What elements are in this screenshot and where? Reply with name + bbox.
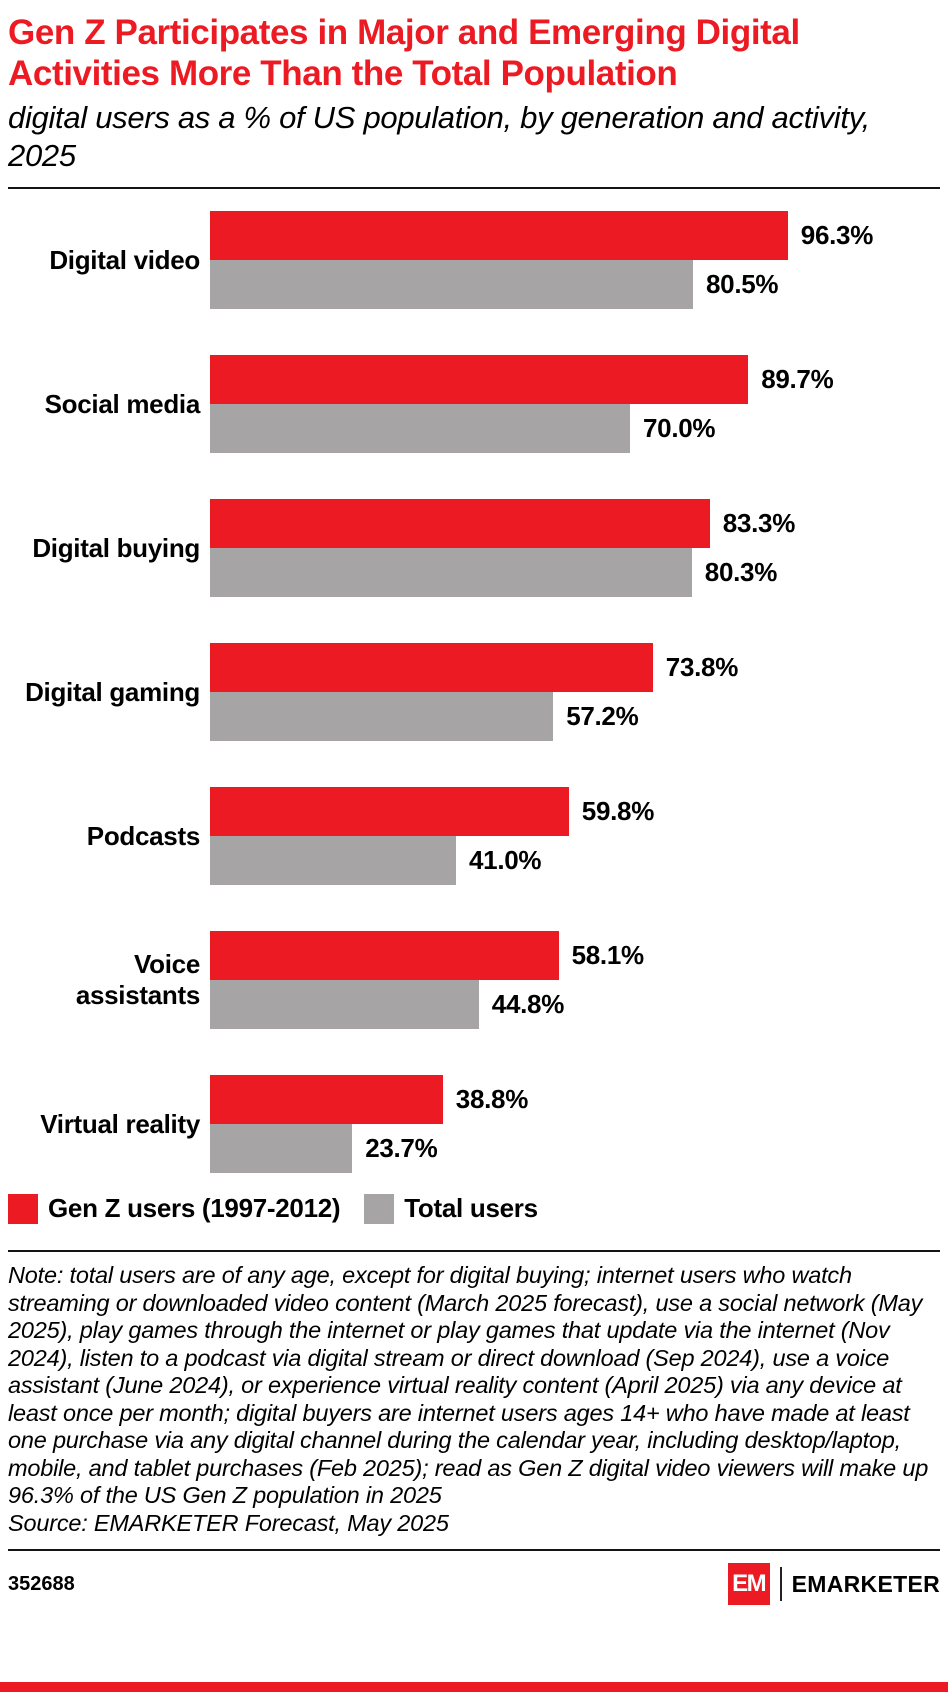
bar-genz [210,787,569,837]
bar-pair: 89.7% 70.0% [210,355,940,454]
bar-genz [210,643,653,693]
bar-line: 80.3% [210,548,940,598]
bar-chart: Digital video 96.3% 80.5% Social media 89.7%… [8,211,940,1174]
legend-label-total: Total users [404,1193,538,1224]
value-label: 89.7% [761,364,834,395]
value-label: 83.3% [722,508,796,539]
bar-total [210,692,554,742]
bar-line: 80.5% [210,260,940,310]
bar-group: Podcasts 59.8% 41.0% [8,787,940,886]
bar-total [210,548,692,598]
bar-line: 44.8% [210,980,940,1030]
chart-header: Gen Z Participates in Major and Emerging… [8,12,940,175]
bar-genz [210,499,710,549]
value-label: 58.1% [571,940,645,971]
divider-note [8,1250,940,1253]
legend-swatch-total [364,1193,395,1224]
bar-pair: 73.8% 57.2% [210,643,940,742]
category-label: Digital video [49,244,200,275]
bar-genz [210,355,749,405]
bar-line: 83.3% [210,499,940,549]
footnote: Note: total users are of any age, except… [8,1262,929,1509]
bar-genz [210,211,788,261]
bar-total [210,404,630,454]
bar-total [210,836,456,886]
bar-line: 96.3% [210,211,940,261]
category-label: Social media [44,388,201,419]
legend: Gen Z users (1997-2012) Total users [8,1193,940,1224]
bar-line: 23.7% [210,1124,940,1174]
bar-genz [210,1075,443,1125]
bottom-red-bar [0,1682,948,1692]
bar-line: 59.8% [210,787,940,837]
value-label: 96.3% [800,220,874,251]
value-label: 23.7% [365,1133,438,1164]
category-label: Virtual reality [40,1108,200,1139]
emarketer-logo-text: EMARKETER [791,1570,940,1597]
chart-id: 352688 [8,1572,75,1595]
bar-group: Voice assistants 58.1% 44.8% [8,931,940,1030]
bar-group: Digital buying 83.3% 80.3% [8,499,940,598]
value-label: 73.8% [665,652,739,683]
category-label: Voice assistants [75,949,200,1011]
bar-group: Social media 89.7% 70.0% [8,355,940,454]
emarketer-logo: EM EMARKETER [727,1563,940,1606]
value-label: 41.0% [469,845,542,876]
chart-page: Gen Z Participates in Major and Emerging… [8,12,940,1606]
bar-total [210,1124,353,1174]
bar-group: Digital video 96.3% 80.5% [8,211,940,310]
category-label: Podcasts [86,820,201,851]
bar-line: 89.7% [210,355,940,405]
bar-line: 57.2% [210,692,940,742]
chart-subtitle: digital users as a % of US population, b… [8,99,870,174]
bar-total [210,260,693,310]
bar-line: 73.8% [210,643,940,693]
bar-total [210,980,479,1030]
bar-group: Digital gaming 73.8% 57.2% [8,643,940,742]
bar-line: 58.1% [210,931,940,981]
bar-pair: 83.3% 80.3% [210,499,940,598]
bar-pair: 96.3% 80.5% [210,211,940,310]
legend-label-genz: Gen Z users (1997-2012) [48,1193,341,1224]
divider-footer [8,1549,940,1552]
chart-title: Gen Z Participates in Major and Emerging… [8,13,800,94]
source-line: Source: EMARKETER Forecast, May 2025 [8,1509,449,1536]
value-label: 80.5% [706,269,779,300]
bar-genz [210,931,559,981]
divider-top [8,187,940,190]
bar-pair: 58.1% 44.8% [210,931,940,1030]
footer: 352688 EM EMARKETER [8,1551,940,1606]
bar-pair: 59.8% 41.0% [210,787,940,886]
category-label: Digital buying [32,532,200,563]
category-label: Digital gaming [25,676,200,707]
value-label: 38.8% [455,1084,529,1115]
value-label: 44.8% [491,989,565,1020]
bar-line: 41.0% [210,836,940,886]
bar-line: 70.0% [210,404,940,454]
emarketer-logo-mark: EM [727,1563,770,1606]
bar-line: 38.8% [210,1075,940,1125]
bar-group: Virtual reality 38.8% 23.7% [8,1075,940,1174]
value-label: 70.0% [643,413,716,444]
value-label: 80.3% [704,557,778,588]
value-label: 57.2% [566,701,639,732]
legend-swatch-genz [8,1193,38,1224]
logo-divider [779,1567,782,1602]
value-label: 59.8% [581,796,655,827]
bar-pair: 38.8% 23.7% [210,1075,940,1174]
